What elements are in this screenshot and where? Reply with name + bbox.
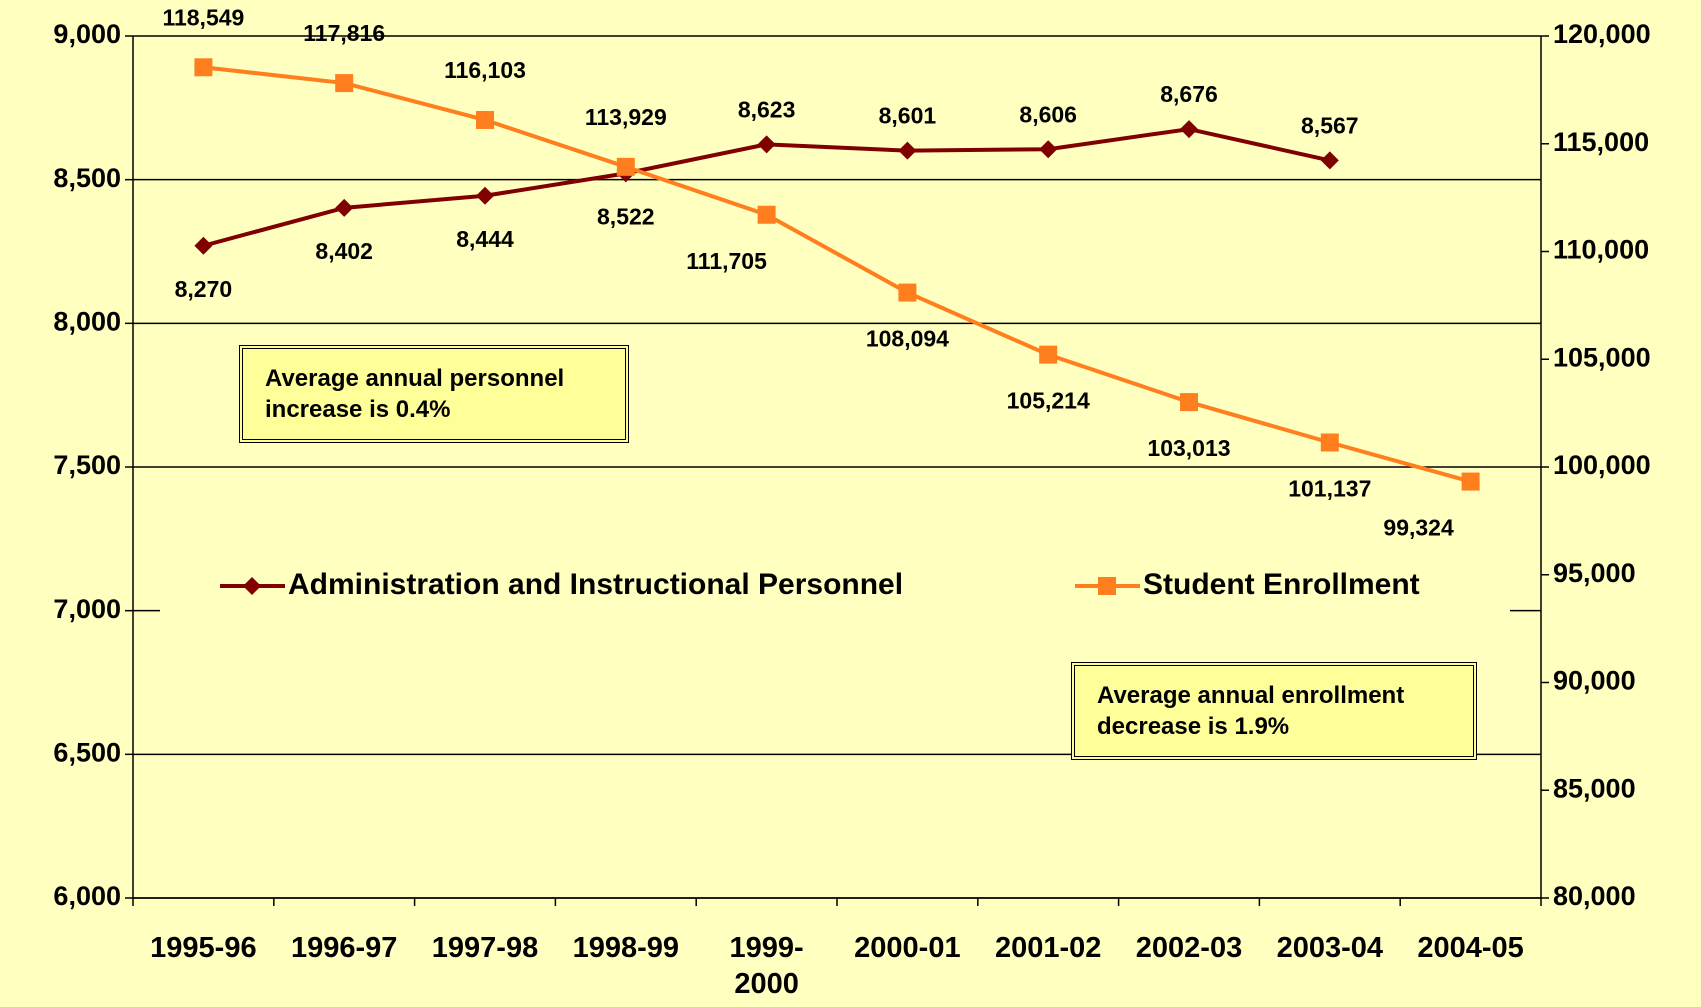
marker [1320,151,1339,170]
marker [757,135,776,154]
data-label: 111,705 [686,248,767,274]
data-label: 8,270 [175,276,233,302]
marker [898,141,917,160]
legend-label: Student Enrollment [1143,568,1420,601]
marker [335,198,354,217]
y2-tick-label: 110,000 [1553,235,1649,265]
x-tick-label: 2000-01 [854,932,961,964]
marker [335,74,354,93]
y-tick-label: 6,000 [53,881,121,911]
x-tick-label: 1996-97 [290,932,398,964]
y-tick-label: 7,500 [53,450,121,480]
annotation: Average annual personnel increase is 0.4… [239,345,629,443]
data-label: 8,522 [597,203,655,229]
y2-tick-label: 90,000 [1553,666,1636,696]
y2-tick-label: 120,000 [1553,19,1651,49]
marker [1039,140,1058,159]
x-tick-label: 1999-2000 [729,932,804,1000]
legend-label: Administration and Instructional Personn… [288,568,903,601]
legend-marker [243,577,261,595]
data-label: 99,324 [1383,515,1454,541]
marker [1461,472,1480,491]
data-label: 118,549 [162,4,244,30]
data-label: 116,103 [444,57,526,83]
data-label: 8,623 [738,96,796,122]
y2-tick-label: 105,000 [1553,342,1651,372]
data-label: 8,601 [879,103,937,129]
data-label: 105,214 [1007,388,1090,414]
marker [194,58,213,77]
y2-tick-label: 80,000 [1553,881,1636,911]
y-tick-label: 8,000 [53,306,121,336]
marker [616,157,635,176]
marker [476,110,494,129]
y-tick-label: 9,000 [53,19,121,49]
data-label: 108,094 [866,326,949,352]
x-tick-label: 2001-02 [994,932,1102,964]
x-tick-label: 1998-99 [572,932,680,964]
marker [1320,433,1339,452]
legend-background [160,560,1510,612]
x-tick-label: 2003-04 [1276,932,1384,964]
marker [476,186,494,205]
x-tick-label: 2002-03 [1135,932,1243,964]
data-label: 117,816 [303,20,385,46]
marker [1180,120,1198,139]
data-label: 8,567 [1301,112,1359,138]
marker [757,205,776,224]
series-line [203,65,1472,484]
data-label: 8,606 [1019,101,1077,127]
legend-marker [1098,577,1116,595]
y2-tick-label: 95,000 [1553,558,1636,588]
data-label: 101,137 [1288,476,1371,502]
x-tick-label: 2004-05 [1417,932,1524,964]
y-tick-label: 7,000 [53,594,121,624]
y2-tick-label: 100,000 [1553,450,1651,480]
marker [194,236,213,255]
data-label: 8,402 [315,238,373,264]
marker [1180,393,1198,412]
marker [1039,345,1058,364]
data-label: 103,013 [1147,435,1230,461]
y2-tick-label: 85,000 [1553,773,1636,803]
y-tick-label: 8,500 [53,163,121,193]
annotation: Average annual enrollment decrease is 1.… [1071,662,1477,760]
data-label: 8,444 [456,226,514,252]
x-tick-label: 1997-98 [431,932,539,964]
y-tick-label: 6,500 [53,737,121,767]
data-label: 113,929 [585,104,667,130]
data-label: 8,676 [1160,81,1218,107]
x-tick-label: 1995-96 [150,932,257,964]
y2-tick-label: 115,000 [1553,127,1649,157]
marker [898,283,917,302]
